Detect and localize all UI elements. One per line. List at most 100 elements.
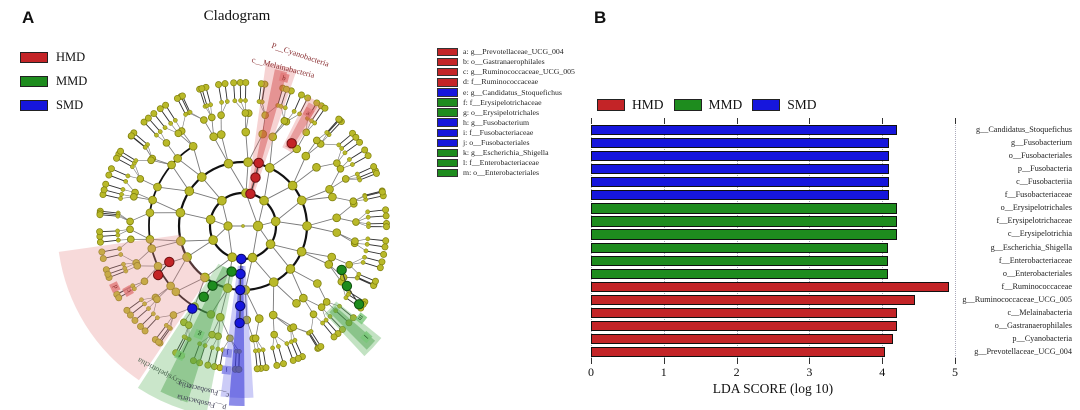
- cladogram-node: [339, 325, 346, 333]
- x-tick-label-4: 4: [879, 365, 886, 379]
- cladogram-node: [364, 241, 370, 247]
- cladogram-node: [183, 112, 188, 117]
- cladogram-node: [174, 129, 183, 138]
- cladogram-node: [242, 79, 250, 86]
- letter-box: [278, 72, 290, 83]
- cladogram-node: [365, 209, 371, 215]
- cladogram-node: [118, 196, 123, 201]
- cladogram-edge: [245, 132, 249, 163]
- significant-taxon-node: [236, 253, 247, 265]
- legend-label: SMD: [787, 97, 817, 112]
- x-tick-label-3: 3: [806, 365, 813, 379]
- cladogram-node: [127, 132, 135, 140]
- cladogram-node: [299, 293, 308, 303]
- significant-taxon-node: [336, 264, 347, 276]
- cladogram-node: [320, 320, 325, 326]
- cladogram-node: [268, 310, 278, 320]
- bar-label-p__Cyanobacteria: p__Cyanobacteria: [1012, 333, 1072, 343]
- cladogram-node: [173, 154, 182, 163]
- cladogram-node: [175, 207, 186, 218]
- taxa-legend-swatch: [437, 47, 458, 57]
- letter-box: [173, 349, 186, 362]
- cladogram-node: [139, 297, 144, 303]
- cladogram-node: [206, 310, 216, 319]
- cladogram-node: [345, 319, 353, 327]
- cladogram-node: [207, 113, 216, 122]
- significant-taxon-node: [235, 268, 246, 280]
- cladogram-node: [243, 157, 253, 168]
- cladogram-node: [292, 299, 301, 308]
- letter-box: [302, 106, 315, 119]
- significant-taxon-node: [207, 280, 218, 291]
- cladogram-node: [172, 117, 178, 123]
- cladogram-node: [312, 120, 318, 126]
- cladogram-edge: [270, 243, 291, 270]
- wedge-letter-j: j: [222, 348, 233, 358]
- legend-swatch-mmd: [20, 76, 48, 87]
- cladogram-node: [133, 262, 142, 270]
- cladogram-node: [342, 150, 348, 156]
- cladogram-edge: [177, 158, 203, 178]
- cladogram-node: [140, 277, 149, 286]
- cladogram-edge: [210, 287, 229, 315]
- taxa-legend-item-e: e: g__Candidatus_Stoquefichus: [437, 87, 575, 97]
- bar-g__Fusobacterium: [591, 138, 890, 149]
- cladogram-node: [251, 334, 260, 343]
- cladogram-node: [378, 188, 386, 196]
- cladogram-node: [322, 298, 331, 306]
- cladogram-edge: [270, 243, 302, 253]
- cladogram-node: [117, 147, 124, 155]
- taxa-legend-item-c: c: g__Ruminococcaceae_UCG_005: [437, 67, 575, 77]
- cladogram-node: [253, 348, 258, 354]
- cladogram-node: [254, 314, 264, 323]
- cladogram-node: [312, 136, 321, 145]
- cladogram-node: [253, 365, 261, 373]
- bar-o__Enterobacteriales: [591, 268, 889, 279]
- significant-taxon-node: [198, 291, 209, 303]
- cladogram-node: [265, 239, 276, 249]
- cladogram-edge: [227, 225, 233, 258]
- cladogram-node: [188, 141, 198, 151]
- cladogram-node: [333, 159, 341, 167]
- legend-item-mmd: MMD: [20, 74, 87, 89]
- cladogram-node: [241, 109, 250, 117]
- taxa-legend-swatch: [437, 158, 458, 168]
- cladogram-edge: [180, 212, 211, 220]
- top-tick-4: [882, 118, 884, 124]
- letter-box: [222, 348, 233, 358]
- taxa-legend-item-d: d: f__Ruminococcaceae: [437, 77, 575, 87]
- letter-box: [193, 328, 205, 341]
- cladogram-node: [351, 237, 359, 245]
- cladogram-node: [308, 329, 314, 334]
- significant-taxon-node: [286, 138, 297, 149]
- letter-text: b: [281, 75, 287, 83]
- bar-label-c__Erysipelotrichia: c__Erysipelotrichia: [1007, 229, 1072, 239]
- cladogram-node: [309, 118, 314, 124]
- significant-taxon-node: [152, 269, 164, 281]
- bar-label-g__Fusobacterium: g__Fusobacterium: [1011, 138, 1072, 148]
- cladogram-node: [327, 252, 337, 262]
- legend-item-smd: SMD: [752, 97, 817, 113]
- cladogram-node: [145, 235, 155, 244]
- cladogram-node: [287, 180, 298, 191]
- letter-box: [109, 281, 121, 294]
- cladogram-node: [268, 277, 279, 287]
- cladogram-node: [350, 162, 355, 167]
- cladogram-node: [317, 343, 325, 350]
- cladogram-node: [187, 109, 193, 115]
- cladogram-node: [136, 175, 145, 183]
- bar-label-o__Enterobacteriales: o__Enterobacteriales: [1002, 268, 1072, 278]
- taxa-legend-label: j: o__Fusobacteriales: [463, 137, 530, 147]
- cladogram-node: [210, 363, 218, 371]
- cladogram-node: [330, 333, 338, 341]
- cladogram-edge: [171, 164, 190, 192]
- cladogram-node: [214, 332, 222, 341]
- bar-o__Erysipelotrichales: [591, 203, 898, 214]
- group-legend-panel-a: HMD MMD SMD: [20, 50, 87, 122]
- cladogram-node: [301, 151, 311, 161]
- taxa-legend-label: c: g__Ruminococcaceae_UCG_005: [463, 67, 575, 77]
- taxa-legend-label: d: f__Ruminococcaceae: [463, 77, 539, 87]
- cladogram-node: [283, 85, 290, 93]
- cladogram-node: [261, 111, 269, 119]
